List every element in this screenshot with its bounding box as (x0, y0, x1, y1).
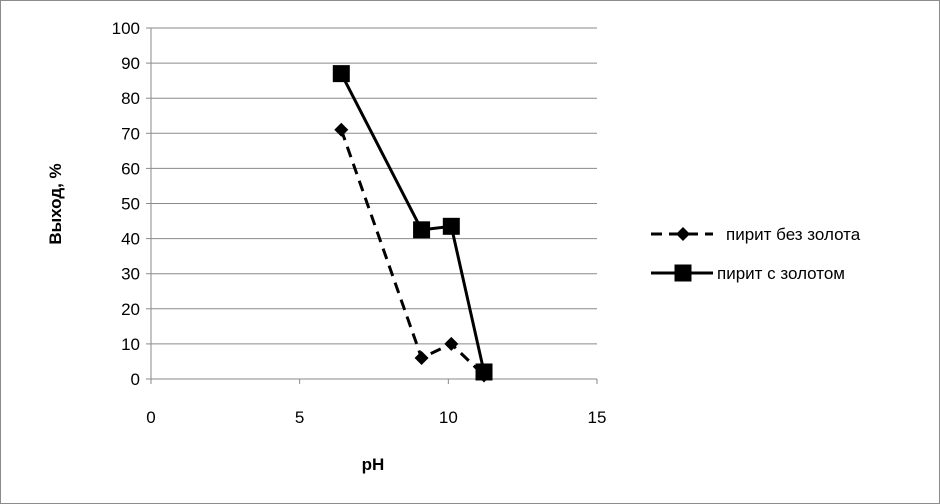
x-tick-label: 0 (146, 408, 155, 427)
series-group (332, 65, 493, 383)
x-tick-labels: 0 5 10 15 (146, 408, 606, 427)
x-tick-label: 5 (295, 408, 304, 427)
legend: пирит без золота пирит с золотом (651, 225, 861, 283)
legend-entry-1: пирит без золота (651, 225, 861, 244)
y-tick-label: 20 (121, 300, 140, 319)
series-2 (332, 65, 493, 381)
x-tick-label: 10 (439, 408, 458, 427)
legend-label: пирит с золотом (717, 264, 845, 283)
y-axis-title: Выход, % (46, 163, 65, 244)
series-line (339, 129, 486, 377)
axes (146, 27, 598, 384)
legend-label: пирит без золота (726, 225, 861, 244)
y-tick-label: 60 (121, 159, 140, 178)
y-tick-label: 100 (112, 19, 140, 38)
y-tick-label: 80 (121, 89, 140, 108)
data-point (444, 336, 459, 351)
x-tick-label: 15 (588, 408, 607, 427)
y-tick-label: 70 (121, 124, 140, 143)
y-tick-label: 10 (121, 335, 140, 354)
legend-marker (676, 227, 690, 241)
data-point (332, 65, 350, 83)
y-tick-label: 0 (131, 370, 140, 389)
data-point (413, 221, 431, 239)
data-point (414, 350, 429, 365)
x-axis-title: pH (362, 455, 385, 474)
y-tick-label: 40 (121, 230, 140, 249)
data-point (442, 217, 460, 235)
series-line (339, 72, 486, 373)
y-tick-labels: 0 10 20 30 40 50 60 70 80 90 100 (112, 19, 140, 389)
y-tick-label: 30 (121, 265, 140, 284)
legend-entry-2: пирит с золотом (651, 264, 845, 283)
data-point (475, 363, 493, 381)
y-tick-label: 90 (121, 54, 140, 73)
y-tick-label: 50 (121, 195, 140, 214)
data-point (334, 122, 349, 137)
legend-marker (674, 264, 692, 282)
gridlines (151, 27, 597, 345)
